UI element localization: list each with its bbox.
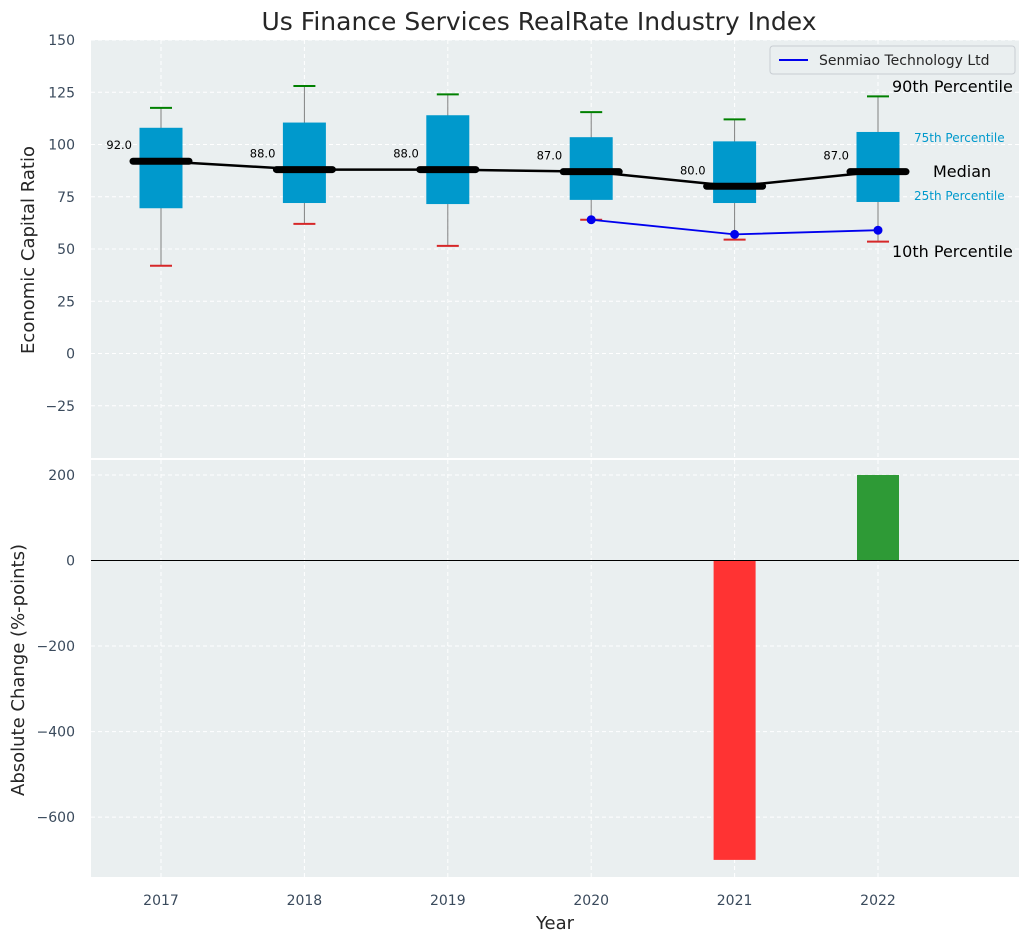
chart-title: Us Finance Services RealRate Industry In… [262,7,817,36]
iqr-box [139,127,183,209]
top-gridlines [91,39,1019,458]
median-trend-line [160,159,879,188]
legend: Senmiao Technology Ltd [769,45,1016,75]
top-y-tick-label: 150 [48,33,75,49]
bottom-y-tick-label: 0 [66,554,75,570]
x-tick-label: 2018 [287,893,323,909]
annotation-25th: 25th Percentile [914,189,1005,203]
iqr-box [713,141,757,204]
bottom-y-tick-label: 200 [48,468,75,484]
percentile-annotations: 90th Percentile 75th Percentile Median 2… [892,77,1013,261]
bottom-panel: 200 0 −200 −400 −600 Absolute Change (%-poin… [8,460,1019,877]
median-trend [160,159,879,188]
annotation-90th: 90th Percentile [892,77,1013,96]
company-point [730,229,740,239]
top-y-tick-label: 125 [48,85,75,101]
positive-change-bar [857,474,899,561]
top-y-tick-label: 50 [57,242,75,258]
top-y-tick-labels: 150 125 100 75 50 25 0 −25 [45,33,75,415]
bottom-y-axis-label: Absolute Change (%-points) [8,544,29,796]
median-value-label: 92.0 [106,138,132,152]
company-point [586,215,596,225]
legend-box [769,45,1016,75]
bottom-y-tick-labels: 200 0 −200 −400 −600 [37,468,75,826]
iqr-box [426,115,470,205]
median-value-label: 87.0 [823,149,849,163]
x-tick-label: 2020 [573,893,609,909]
bottom-y-tick-label: −200 [37,639,75,655]
annotation-10th: 10th Percentile [892,242,1013,261]
top-y-tick-label: 100 [48,138,75,154]
top-y-tick-label: −25 [45,399,75,415]
bottom-y-tick-label: −400 [37,725,75,741]
negative-change-bar [713,560,756,860]
x-tick-label: 2022 [860,893,896,909]
top-panel: 150 125 100 75 50 25 0 −25 92.0 88.0 88.0 87.0 80.0… [18,33,1019,458]
top-y-tick-label: 0 [66,347,75,363]
x-tick-label: 2017 [143,893,179,909]
x-tick-label: 2019 [430,893,466,909]
median-value-label: 80.0 [680,163,706,177]
median-value-label: 88.0 [250,147,276,161]
iqr-box [282,122,326,204]
bottom-y-tick-label: −600 [37,810,75,826]
legend-label: Senmiao Technology Ltd [819,53,990,69]
annotation-75th: 75th Percentile [914,131,1005,145]
annotation-median: Median [933,162,991,181]
iqr-box [856,131,900,202]
top-y-axis-label: Economic Capital Ratio [18,146,39,354]
company-point [873,225,883,235]
company-series [586,215,883,239]
x-axis-label: Year [535,913,575,934]
top-y-tick-label: 75 [57,190,75,206]
x-tick-labels: 2017 2018 2019 2020 2021 2022 [143,893,896,909]
x-tick-label: 2021 [717,893,753,909]
median-value-label: 88.0 [393,147,419,161]
boxplots: 92.0 88.0 88.0 87.0 80.0 87.0 [106,84,910,267]
change-bars [713,474,899,860]
top-y-tick-label: 25 [57,294,75,310]
median-value-label: 87.0 [537,149,563,163]
